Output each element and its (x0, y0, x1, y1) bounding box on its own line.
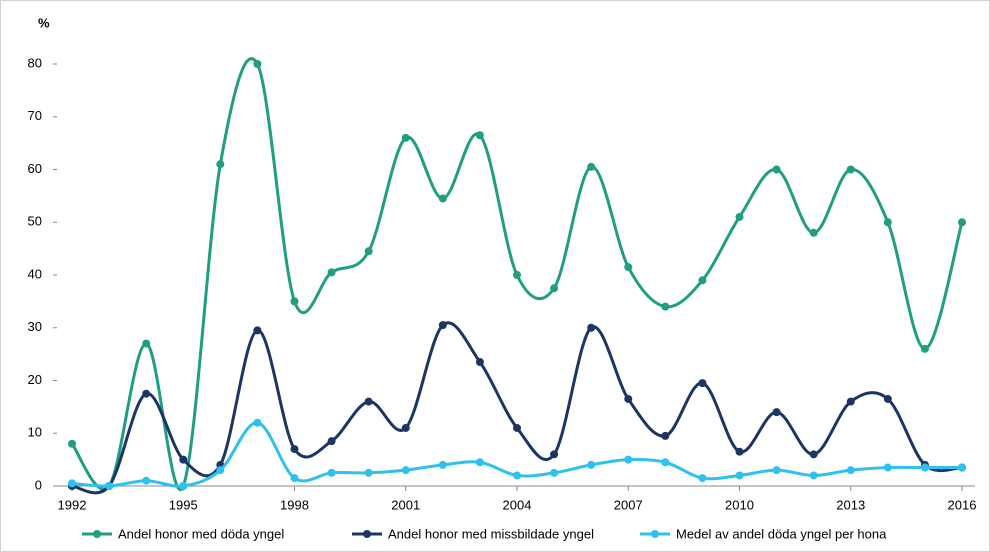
y-tick-label: 50 (28, 214, 42, 229)
data-point (550, 468, 559, 477)
data-point (142, 339, 151, 348)
data-point (772, 466, 781, 475)
data-point (958, 218, 966, 227)
data-point (809, 471, 818, 480)
y-tick-label: 0 (35, 477, 42, 492)
x-tick-label: 2016 (948, 497, 977, 512)
data-point (735, 471, 744, 480)
data-point (438, 321, 447, 330)
data-point (735, 447, 744, 456)
data-point (364, 397, 373, 406)
data-point (846, 397, 855, 406)
data-point (624, 394, 633, 403)
data-point (661, 458, 670, 467)
data-point (179, 482, 188, 490)
y-tick-label: 20 (28, 372, 42, 387)
data-point (550, 284, 559, 293)
legend-marker (93, 530, 101, 538)
x-tick-label: 1992 (58, 497, 87, 512)
x-tick-label: 2007 (614, 497, 643, 512)
data-point (513, 471, 521, 480)
data-point (587, 162, 596, 171)
data-point (68, 439, 76, 448)
y-tick-label: 10 (28, 425, 42, 440)
data-point (846, 466, 855, 475)
data-point (698, 276, 707, 285)
data-point (513, 271, 521, 279)
data-point (883, 394, 892, 403)
y-axis-label: % (38, 15, 50, 30)
data-point (809, 450, 818, 459)
data-point (661, 302, 670, 311)
data-point (253, 326, 262, 335)
data-point (401, 133, 410, 142)
data-point (735, 212, 744, 221)
data-point (105, 482, 114, 490)
x-tick-label: 2004 (503, 497, 532, 512)
data-point (624, 455, 633, 464)
data-point (401, 423, 410, 432)
y-tick-label: 70 (28, 108, 42, 123)
data-point (920, 463, 929, 472)
data-point (772, 408, 781, 417)
data-point (327, 468, 336, 477)
data-point (290, 474, 299, 483)
data-point (661, 431, 670, 440)
data-point (883, 463, 892, 472)
data-point (809, 228, 818, 237)
data-point (216, 466, 225, 475)
data-point (513, 423, 521, 432)
data-point (327, 437, 336, 446)
data-point (587, 323, 596, 332)
data-point (68, 479, 76, 488)
data-point (958, 463, 966, 472)
legend-label: Andel honor med döda yngel (118, 526, 284, 541)
data-point (624, 263, 633, 272)
legend-item: Andel honor med döda yngel (82, 526, 284, 541)
data-point (253, 60, 262, 68)
data-point (290, 297, 299, 306)
legend-label: Medel av andel döda yngel per hona (676, 526, 887, 541)
data-point (290, 445, 299, 454)
data-point (772, 165, 781, 174)
y-tick-label: 40 (28, 266, 42, 281)
data-point (587, 460, 596, 469)
x-tick-label: 2013 (836, 497, 865, 512)
data-point (920, 344, 929, 353)
x-tick-label: 1995 (169, 497, 198, 512)
legend-item: Medel av andel döda yngel per hona (640, 526, 887, 541)
legend-item: Andel honor med missbildade yngel (352, 526, 594, 541)
data-point (438, 194, 447, 203)
data-point (142, 389, 151, 398)
data-point (475, 131, 484, 140)
y-tick-label: 30 (28, 319, 42, 334)
data-point (438, 460, 447, 469)
x-tick-label: 2010 (725, 497, 754, 512)
data-point (846, 165, 855, 174)
legend-marker (651, 530, 659, 538)
y-tick-label: 60 (28, 161, 42, 176)
data-point (364, 247, 373, 256)
x-tick-label: 2001 (391, 497, 420, 512)
data-point (401, 466, 410, 475)
data-point (216, 160, 225, 169)
data-point (253, 418, 262, 427)
data-point (364, 468, 373, 477)
data-point (179, 455, 188, 464)
data-point (550, 450, 559, 459)
data-point (883, 218, 892, 227)
data-point (698, 379, 707, 388)
y-tick-label: 80 (28, 55, 42, 70)
data-point (475, 458, 484, 467)
legend-marker (363, 530, 371, 538)
legend-label: Andel honor med missbildade yngel (388, 526, 594, 541)
data-point (475, 358, 484, 367)
x-tick-label: 1998 (280, 497, 309, 512)
data-point (698, 474, 707, 483)
data-point (327, 268, 336, 277)
data-point (142, 476, 151, 485)
